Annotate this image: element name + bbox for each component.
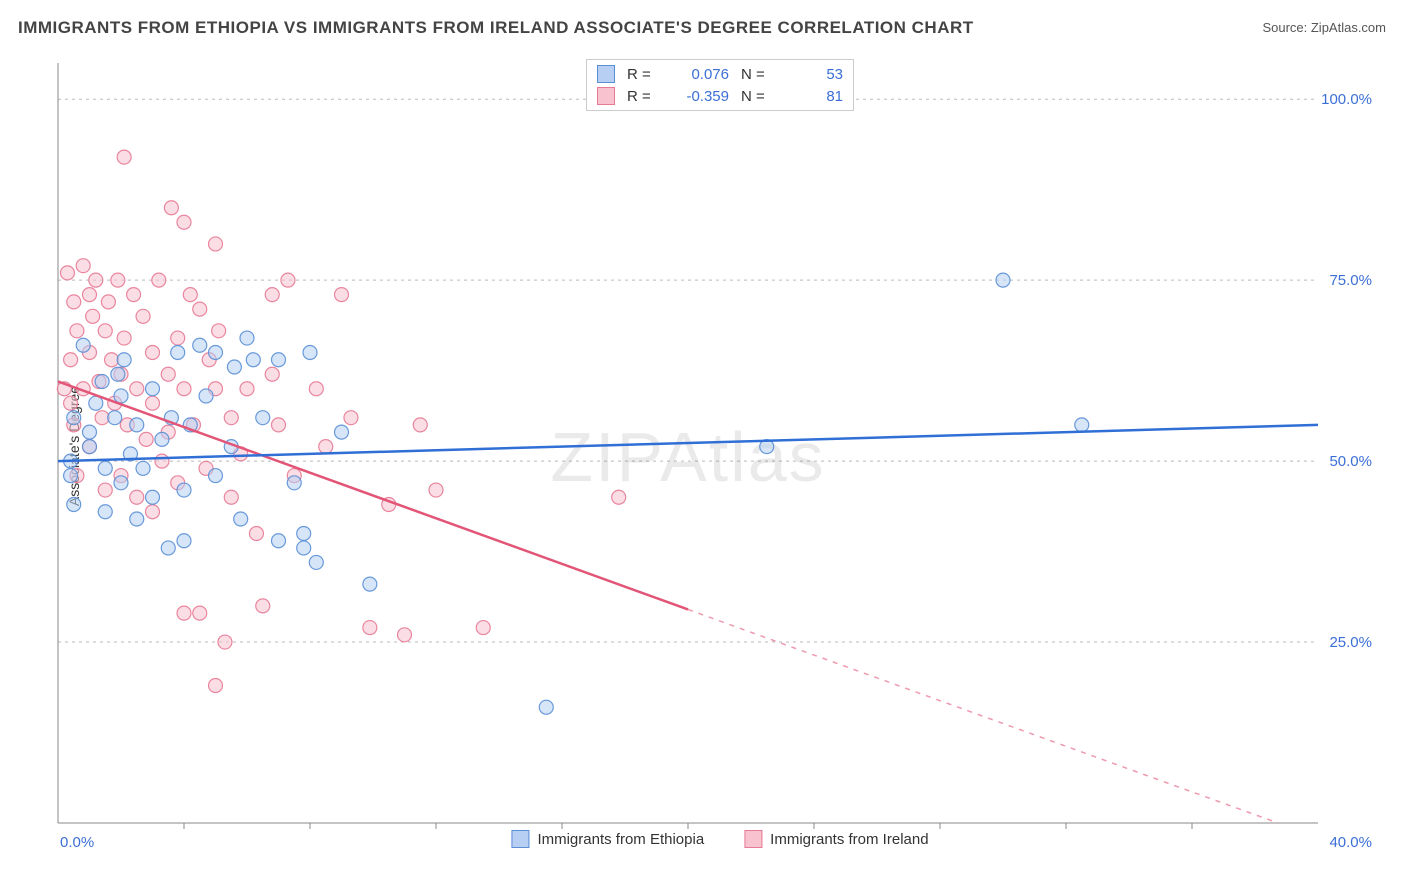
n-value-a: 53 xyxy=(783,66,843,83)
y-tick-label: 75.0% xyxy=(1329,272,1372,289)
source-prefix: Source: xyxy=(1262,20,1310,35)
stats-row-b: R = -0.359 N = 81 xyxy=(597,85,843,107)
n-label: N = xyxy=(741,88,771,105)
swatch-series-a xyxy=(511,830,529,848)
scatter-plot: 25.0% 50.0% 75.0% 100.0% 0.0% 40.0% ZIPAtlas xyxy=(50,55,1390,850)
x-tick-label: 40.0% xyxy=(1329,834,1372,850)
swatch-series-a xyxy=(597,65,615,83)
legend-item-a: Immigrants from Ethiopia xyxy=(511,830,704,848)
r-label: R = xyxy=(627,88,657,105)
chart-area: R = 0.076 N = 53 R = -0.359 N = 81 25.0%… xyxy=(50,55,1390,850)
source-link[interactable]: ZipAtlas.com xyxy=(1311,20,1386,35)
series-legend: Immigrants from Ethiopia Immigrants from… xyxy=(511,830,928,848)
y-tick-label: 100.0% xyxy=(1321,91,1372,108)
chart-title: IMMIGRANTS FROM ETHIOPIA VS IMMIGRANTS F… xyxy=(18,18,974,38)
y-tick-label: 50.0% xyxy=(1329,453,1372,470)
stats-row-a: R = 0.076 N = 53 xyxy=(597,63,843,85)
legend-label-b: Immigrants from Ireland xyxy=(770,831,928,848)
n-value-b: 81 xyxy=(783,88,843,105)
r-value-a: 0.076 xyxy=(669,66,729,83)
swatch-series-b xyxy=(744,830,762,848)
r-value-b: -0.359 xyxy=(669,88,729,105)
y-tick-label: 25.0% xyxy=(1329,634,1372,651)
legend-item-b: Immigrants from Ireland xyxy=(744,830,928,848)
swatch-series-b xyxy=(597,87,615,105)
n-label: N = xyxy=(741,66,771,83)
source-attribution: Source: ZipAtlas.com xyxy=(1262,20,1386,35)
trendline-b-dashed xyxy=(688,609,1278,823)
x-tick-label: 0.0% xyxy=(60,834,94,850)
legend-label-a: Immigrants from Ethiopia xyxy=(537,831,704,848)
r-label: R = xyxy=(627,66,657,83)
stats-legend: R = 0.076 N = 53 R = -0.359 N = 81 xyxy=(586,59,854,111)
watermark: ZIPAtlas xyxy=(550,418,825,496)
